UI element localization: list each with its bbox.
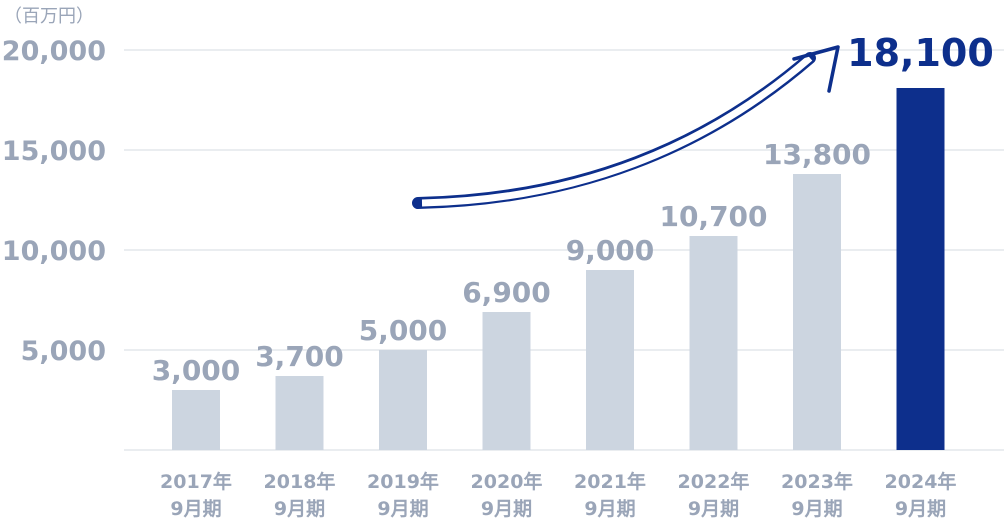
growth-arrow-head <box>792 45 840 93</box>
data-label: 3,700 <box>255 340 344 373</box>
y-tick-label: 10,000 <box>2 236 106 267</box>
bar <box>689 236 738 450</box>
data-label: 13,800 <box>763 138 871 171</box>
y-axis-ticks: 5,000 10,000 15,000 20,000 <box>2 36 106 367</box>
x-category-label: 9月期 <box>895 498 946 520</box>
y-tick-label: 5,000 <box>21 336 106 367</box>
y-tick-label: 20,000 <box>2 36 106 67</box>
x-category-label: 2020年 <box>471 470 543 493</box>
data-label: 5,000 <box>359 314 448 347</box>
data-label: 18,100 <box>847 31 994 75</box>
data-label: 6,900 <box>462 276 551 309</box>
grid-lines <box>124 49 1004 451</box>
x-category-label: 9月期 <box>481 498 532 520</box>
bar <box>172 390 220 450</box>
y-tick-label: 15,000 <box>2 136 106 167</box>
x-category-label: 2018年 <box>264 470 336 493</box>
x-category-label: 9月期 <box>274 498 325 520</box>
x-axis-categories: 2017年 9月期 2018年 9月期 2019年 9月期 2020年 9月期 2021年 9月期… <box>160 470 956 520</box>
bar <box>482 312 531 450</box>
x-category-label: 2022年 <box>678 470 750 493</box>
x-category-label: 9月期 <box>377 498 428 520</box>
bar <box>586 270 634 450</box>
x-category-label: 2024年 <box>885 470 957 493</box>
growth-arrow-icon <box>412 45 840 209</box>
bar <box>379 350 427 450</box>
x-category-label: 9月期 <box>791 498 842 520</box>
x-category-label: 2023年 <box>781 470 853 493</box>
data-label: 9,000 <box>566 234 655 267</box>
bar <box>896 88 945 450</box>
bar <box>793 174 841 450</box>
x-category-label: 9月期 <box>584 498 635 520</box>
x-category-label: 2019年 <box>367 470 439 493</box>
bars <box>172 88 945 450</box>
growth-arrow-shaft-inner <box>421 55 813 207</box>
growth-arrow-shaft <box>412 52 816 209</box>
x-category-label: 2021年 <box>574 470 646 493</box>
data-label: 10,700 <box>659 200 767 233</box>
x-category-label: 9月期 <box>170 498 221 520</box>
x-category-label: 9月期 <box>688 498 739 520</box>
x-category-label: 2017年 <box>160 470 232 493</box>
unit-label: （百万円） <box>4 6 94 27</box>
data-label: 3,000 <box>152 354 241 387</box>
bar <box>275 376 324 450</box>
